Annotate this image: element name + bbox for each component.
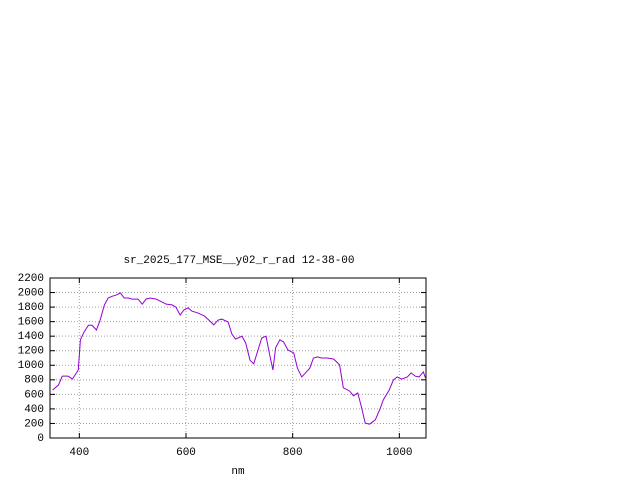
y-tick-label: 2200 [18, 273, 44, 285]
y-tick-label: 1200 [18, 346, 44, 358]
y-tick-label: 800 [24, 375, 44, 387]
y-tick-label: 1600 [18, 317, 44, 329]
y-tick-label: 1400 [18, 331, 44, 343]
data-line [52, 292, 426, 425]
x-tick-label: 800 [283, 447, 303, 459]
y-tick-label: 600 [24, 389, 44, 401]
x-tick-label: 600 [176, 447, 196, 459]
y-tick-label: 2000 [18, 287, 44, 299]
y-tick-label: 1000 [18, 360, 44, 372]
x-tick-label: 400 [69, 447, 89, 459]
y-tick-label: 200 [24, 418, 44, 430]
x-axis-label: nm [231, 466, 245, 478]
x-tick-label: 1000 [386, 447, 412, 459]
y-tick-label: 0 [37, 433, 44, 445]
chart-title: sr_2025_177_MSE__y02_r_rad 12-38-00 [123, 255, 354, 267]
y-tick-label: 1800 [18, 302, 44, 314]
y-tick-label: 400 [24, 404, 44, 416]
plot-frame [49, 277, 427, 439]
